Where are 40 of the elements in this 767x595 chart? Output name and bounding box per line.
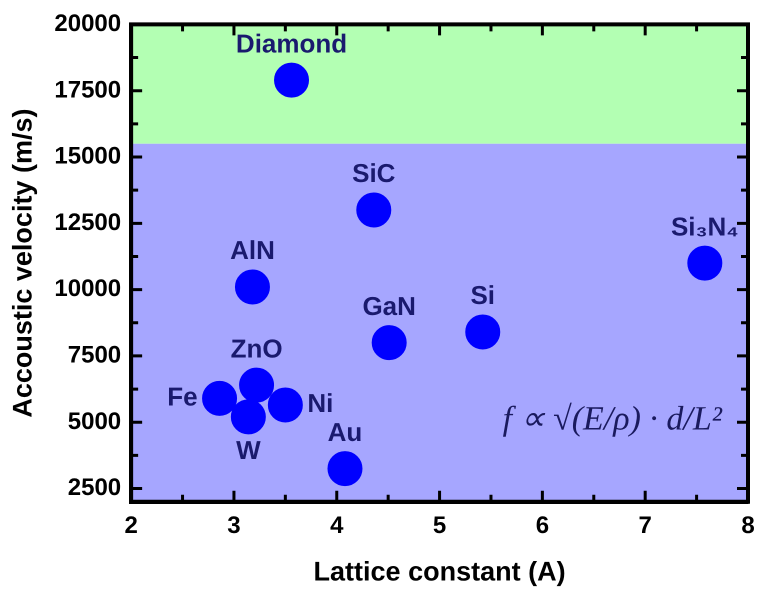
y-axis-title: Accoustic velocity (m/s) [8,108,38,418]
annotation: ZnO [230,333,283,364]
y-tick-label: 2500 [68,474,122,502]
x-tick-label: 6 [536,512,550,539]
point [268,387,303,422]
annotation: Fe [167,382,198,412]
annotation: f ∝ √(E/ρ) · d/L² [502,400,723,438]
point [234,269,270,304]
point [274,62,310,98]
y-tick-label: 5000 [68,408,122,435]
y-tick-label: 10000 [54,275,122,302]
x-tick-label: 7 [638,512,652,539]
annotation: AlN [230,235,275,266]
point [372,325,407,360]
point [239,368,274,403]
point [202,380,238,416]
annotation: Au [328,416,362,447]
point [465,314,500,350]
annotation: SiC [352,158,396,188]
x-tick-label: 4 [330,512,344,539]
y-tick-label: 20000 [54,10,122,38]
x-tick-label: 8 [741,512,755,539]
point [230,399,266,434]
annotation: Ni [307,388,334,418]
x-axis-title: Lattice constant (A) [314,556,566,586]
point [687,246,722,281]
annotation: GaN [362,290,416,321]
point [327,451,362,486]
x-tick-label: 5 [432,512,446,539]
annotation: W [236,435,262,466]
y-tick-label: 12500 [54,208,122,236]
annotation: Si₃N₄ [670,211,739,242]
x-tick-label: 2 [124,512,138,539]
y-tick-label: 7500 [68,342,122,369]
annotation: Diamond [236,28,348,58]
annotation: Si [470,280,496,310]
x-tick-label: 3 [227,512,241,539]
y-tick-label: 17500 [54,76,122,104]
point [356,192,392,228]
y-tick-label: 15000 [54,142,122,170]
